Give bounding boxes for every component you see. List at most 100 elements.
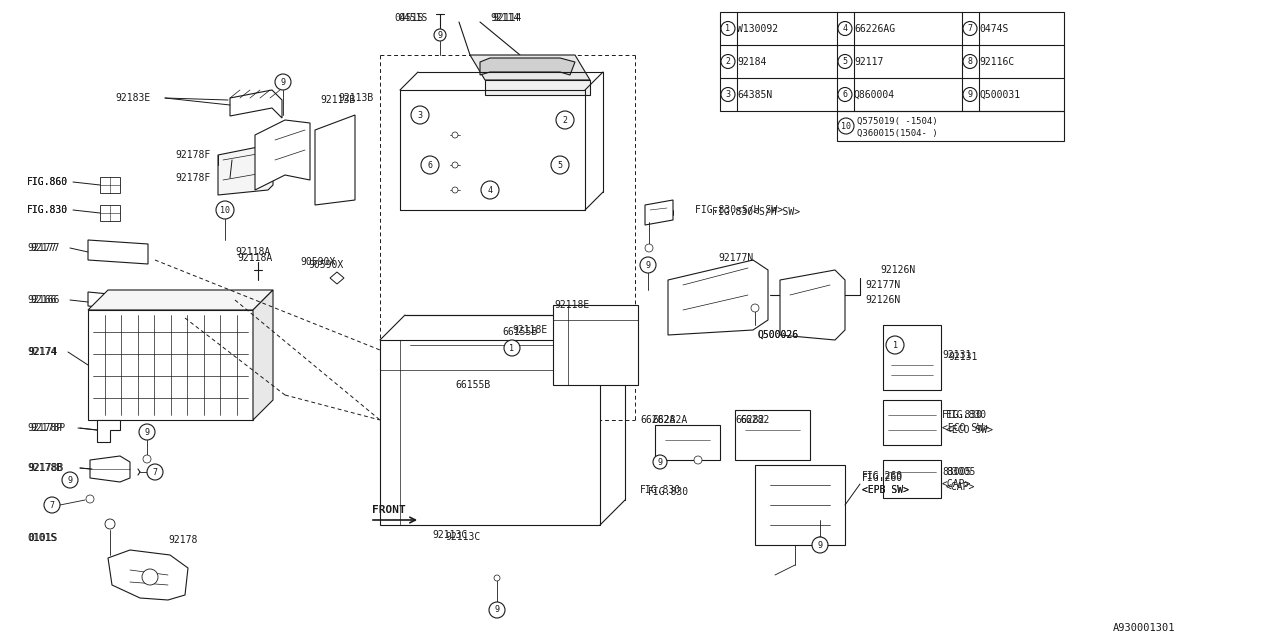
Text: 92131: 92131 — [948, 352, 978, 362]
Text: Q500026: Q500026 — [756, 330, 799, 340]
Text: 92174: 92174 — [27, 347, 56, 357]
Text: 9: 9 — [280, 77, 285, 86]
Text: FIG.830: FIG.830 — [27, 205, 68, 215]
Text: 92177N: 92177N — [865, 280, 900, 290]
Text: <ECO SW>: <ECO SW> — [942, 423, 989, 433]
Text: 92166: 92166 — [29, 295, 59, 305]
Polygon shape — [553, 305, 637, 385]
Text: 92178F: 92178F — [175, 173, 210, 183]
Circle shape — [963, 88, 977, 102]
Text: 92178P: 92178P — [27, 423, 63, 433]
Polygon shape — [735, 410, 810, 460]
Polygon shape — [883, 400, 941, 445]
Polygon shape — [100, 177, 120, 193]
Polygon shape — [485, 80, 590, 95]
Polygon shape — [255, 120, 310, 190]
Circle shape — [838, 88, 852, 102]
Text: 66282A: 66282A — [640, 415, 676, 425]
Circle shape — [838, 118, 854, 134]
Text: 83005: 83005 — [946, 467, 975, 477]
Text: FIG.830: FIG.830 — [946, 410, 987, 420]
Circle shape — [452, 132, 458, 138]
Text: 83005: 83005 — [942, 467, 972, 477]
Text: 0451S: 0451S — [398, 13, 428, 23]
Circle shape — [751, 304, 759, 312]
Text: 92183E: 92183E — [115, 93, 150, 103]
Text: 0474S: 0474S — [979, 24, 1009, 33]
Text: 92118E: 92118E — [512, 325, 548, 335]
Circle shape — [275, 74, 291, 90]
Circle shape — [963, 54, 977, 68]
Text: Q500031: Q500031 — [979, 90, 1020, 99]
Circle shape — [812, 537, 828, 553]
Polygon shape — [88, 310, 253, 420]
Circle shape — [815, 537, 826, 547]
Text: 5: 5 — [558, 161, 562, 170]
Polygon shape — [755, 465, 845, 545]
Text: 10: 10 — [220, 205, 230, 214]
Text: FIG.260: FIG.260 — [861, 473, 904, 483]
Polygon shape — [218, 145, 273, 195]
Polygon shape — [645, 200, 673, 225]
Polygon shape — [97, 420, 120, 442]
Polygon shape — [883, 325, 941, 390]
Circle shape — [550, 156, 570, 174]
Text: 92166: 92166 — [27, 295, 56, 305]
Text: 92113C: 92113C — [445, 532, 480, 542]
Text: <CAP>: <CAP> — [946, 482, 975, 492]
Text: 92113C: 92113C — [433, 530, 467, 540]
Circle shape — [44, 497, 60, 513]
Polygon shape — [470, 55, 590, 80]
Text: 64385N: 64385N — [737, 90, 772, 99]
Polygon shape — [100, 205, 120, 221]
Text: <EPB SW>: <EPB SW> — [861, 485, 909, 495]
Text: 92174: 92174 — [28, 347, 58, 357]
Polygon shape — [330, 272, 344, 284]
Text: 9: 9 — [145, 428, 150, 436]
Polygon shape — [780, 270, 845, 340]
Text: 7: 7 — [50, 500, 55, 509]
Text: FIG.860: FIG.860 — [27, 177, 68, 187]
Text: 92178: 92178 — [168, 535, 197, 545]
Text: W130092: W130092 — [737, 24, 778, 33]
Text: 9: 9 — [68, 476, 73, 484]
Circle shape — [640, 257, 657, 273]
Circle shape — [142, 569, 157, 585]
Text: 66226AG: 66226AG — [854, 24, 895, 33]
Circle shape — [645, 244, 653, 252]
Text: <CAP>: <CAP> — [942, 479, 972, 489]
Text: 92126N: 92126N — [881, 265, 915, 275]
Bar — [837, 111, 1064, 141]
Polygon shape — [230, 90, 282, 118]
Text: Q360015(1504- ): Q360015(1504- ) — [858, 129, 938, 138]
Text: 7: 7 — [968, 24, 973, 33]
Text: FRONT: FRONT — [372, 505, 406, 515]
Circle shape — [216, 201, 234, 219]
Text: 1: 1 — [726, 24, 731, 33]
Circle shape — [721, 88, 735, 102]
Circle shape — [489, 602, 506, 618]
Text: 9: 9 — [658, 458, 663, 467]
Text: 92118A: 92118A — [237, 253, 273, 263]
Polygon shape — [883, 460, 941, 498]
Text: 92117: 92117 — [854, 56, 883, 67]
Text: 3: 3 — [417, 111, 422, 120]
Circle shape — [140, 424, 155, 440]
Text: 1: 1 — [892, 340, 897, 349]
Circle shape — [838, 54, 852, 68]
Text: 92114: 92114 — [492, 13, 521, 23]
Circle shape — [105, 519, 115, 529]
Polygon shape — [108, 550, 188, 600]
Text: 66282A: 66282A — [652, 415, 687, 425]
Text: 92118A: 92118A — [236, 247, 270, 257]
Text: 10: 10 — [841, 122, 851, 131]
Text: 90590X: 90590X — [300, 257, 335, 267]
Text: 90590X: 90590X — [308, 260, 343, 270]
Circle shape — [61, 472, 78, 488]
Polygon shape — [480, 58, 575, 75]
Text: FIG.830: FIG.830 — [640, 485, 681, 495]
Text: 92178B: 92178B — [27, 463, 63, 473]
Text: FIG.830<S/H SW>: FIG.830<S/H SW> — [712, 207, 800, 217]
Circle shape — [556, 111, 573, 129]
Text: 9: 9 — [818, 541, 823, 550]
